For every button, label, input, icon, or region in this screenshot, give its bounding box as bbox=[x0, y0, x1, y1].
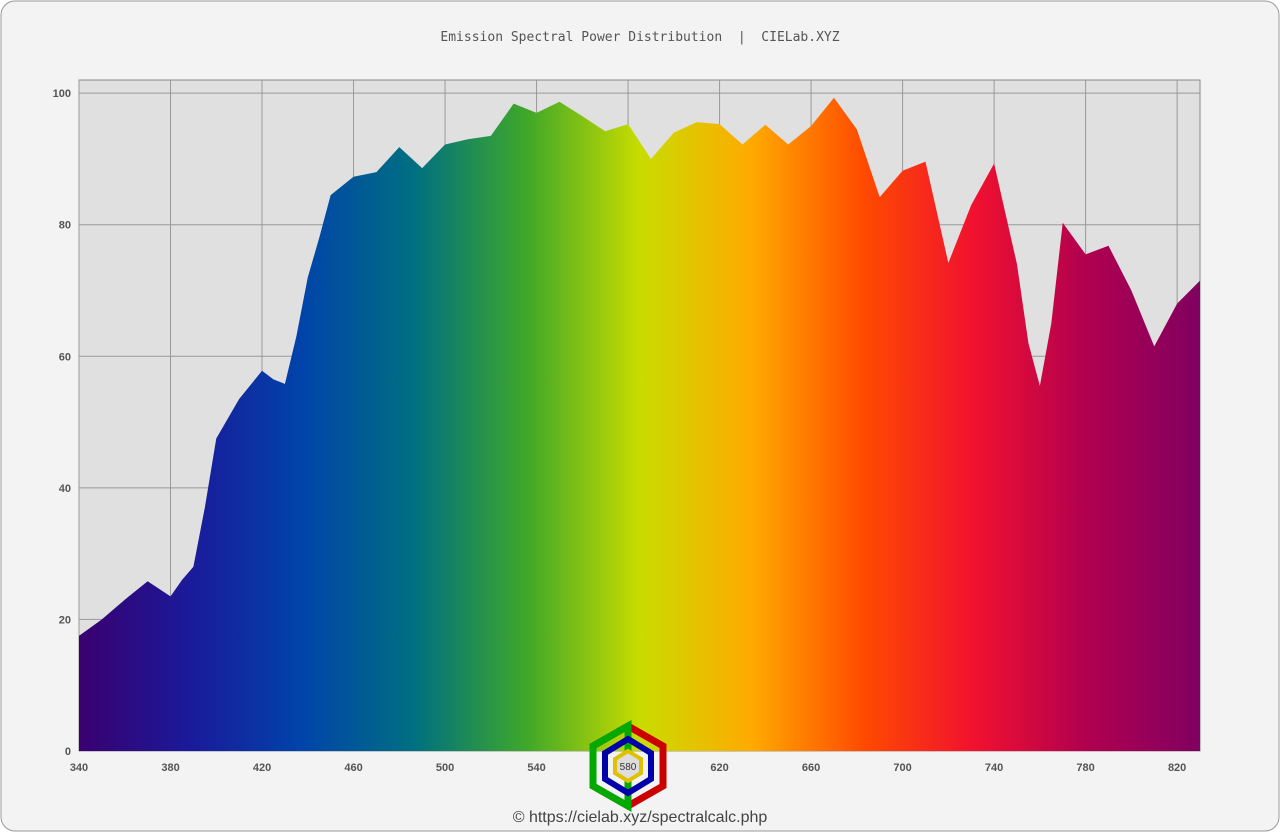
x-tick-label: 380 bbox=[161, 762, 179, 774]
x-tick-label: 460 bbox=[344, 762, 362, 774]
spectrum-area bbox=[79, 97, 1200, 751]
x-tick-label: 700 bbox=[893, 762, 911, 774]
x-tick-label: 820 bbox=[1168, 762, 1186, 774]
x-tick-label: 780 bbox=[1076, 762, 1094, 774]
y-tick-label: 0 bbox=[65, 746, 71, 758]
x-tick-label: 740 bbox=[985, 762, 1003, 774]
y-tick-label: 20 bbox=[59, 614, 71, 626]
footer: © https://cielab.xyz/spectralcalc.php bbox=[513, 809, 768, 826]
chart-title: Emission Spectral Power Distribution | C… bbox=[440, 30, 839, 45]
x-tick-label: 500 bbox=[436, 762, 454, 774]
logo-label: 580 bbox=[620, 762, 637, 773]
x-tick-label: 340 bbox=[70, 762, 88, 774]
logo: 580 bbox=[589, 719, 667, 813]
y-tick-label: 60 bbox=[59, 351, 71, 363]
x-tick-label: 660 bbox=[802, 762, 820, 774]
y-tick-label: 100 bbox=[53, 88, 71, 100]
y-tick-label: 80 bbox=[59, 220, 71, 232]
x-tick-label: 540 bbox=[527, 762, 545, 774]
x-tick-label: 420 bbox=[253, 762, 271, 774]
y-tick-label: 40 bbox=[59, 483, 71, 495]
x-tick-label: 620 bbox=[710, 762, 728, 774]
